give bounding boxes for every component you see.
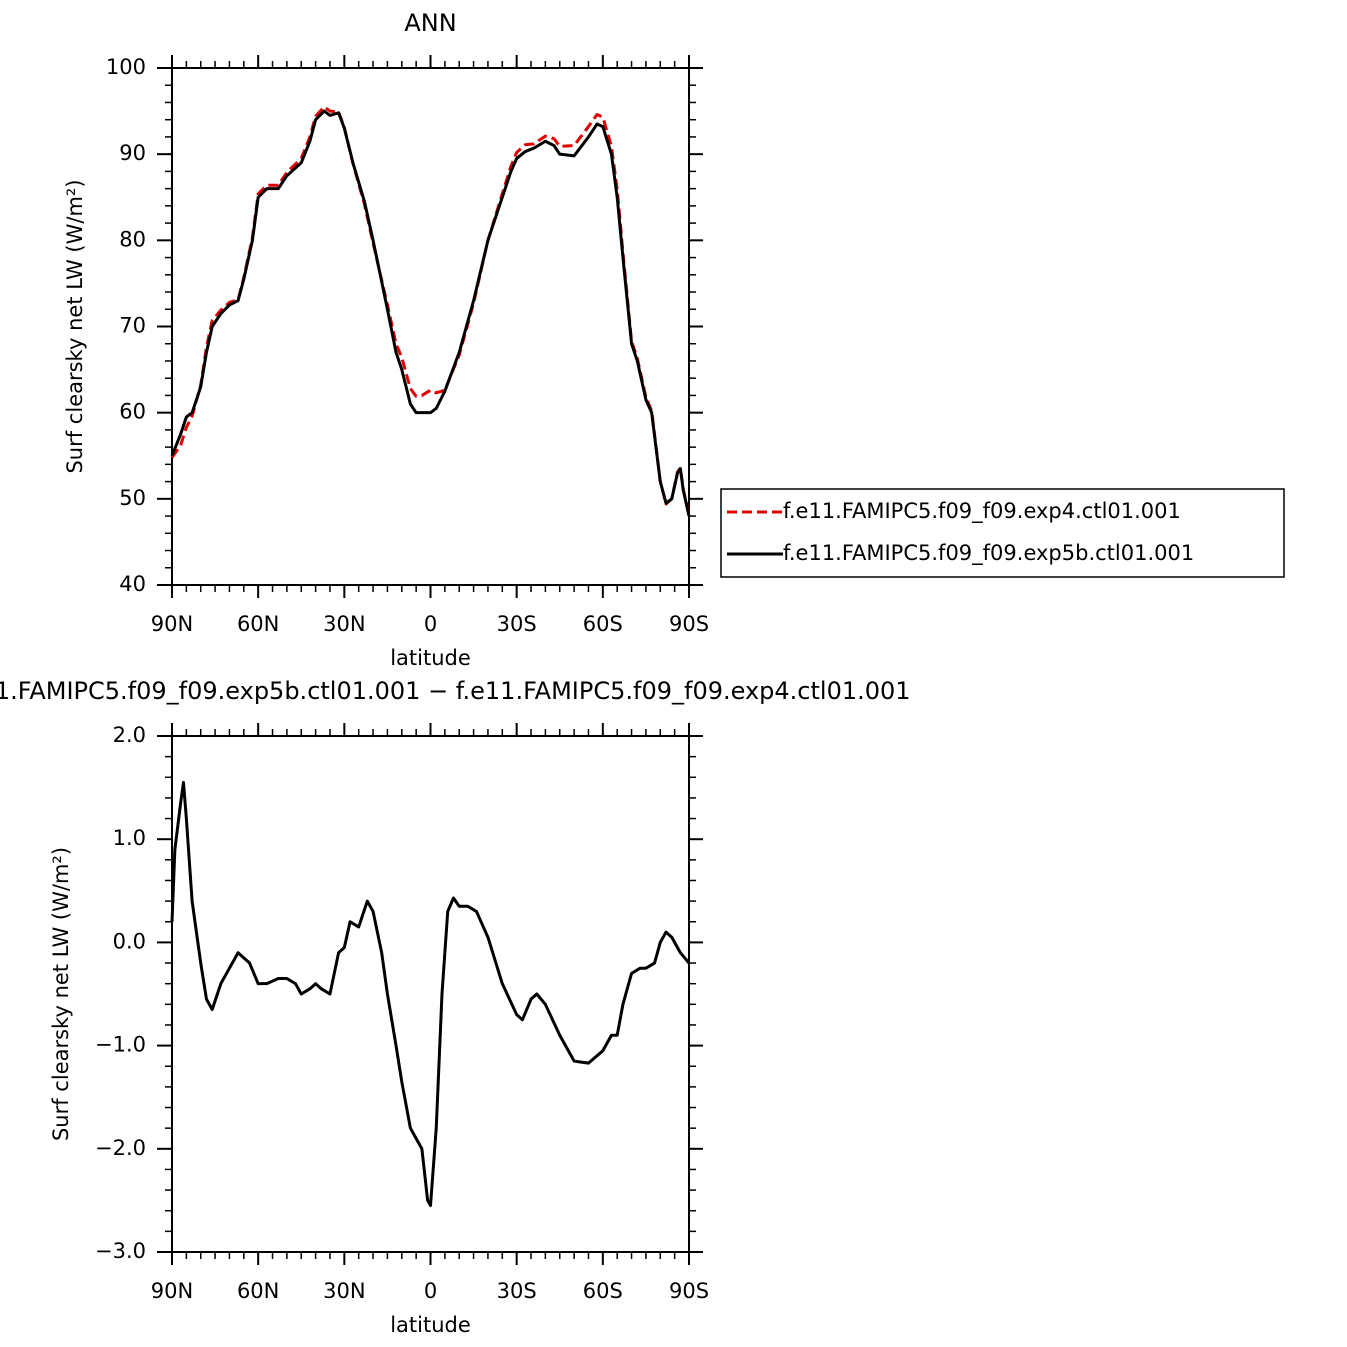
y-tick-label: 1.0: [113, 826, 146, 850]
x-tick-label: 90S: [669, 1279, 709, 1303]
data-line: [170, 780, 691, 1208]
x-tick-label: 60N: [237, 1279, 279, 1303]
y-tick-label: 80: [119, 227, 146, 251]
x-tick-label: 60S: [583, 612, 623, 636]
chart-title: f.e11.FAMIPC5.f09_f09.exp5b.ctl01.001 − …: [0, 677, 911, 705]
y-tick-label: −3.0: [95, 1239, 146, 1263]
x-tick-label: 60N: [237, 612, 279, 636]
x-tick-label: 30S: [497, 612, 537, 636]
legend-box: [720, 488, 1285, 578]
y-tick-label: 90: [119, 141, 146, 165]
y-tick-label: 2.0: [113, 723, 146, 747]
x-tick-label: 30S: [497, 1279, 537, 1303]
y-tick-label: 100: [106, 55, 146, 79]
chart-title: ANN: [404, 9, 456, 37]
x-tick-label: 30N: [323, 612, 365, 636]
x-axis-label: latitude: [390, 1313, 471, 1337]
x-tick-label: 30N: [323, 1279, 365, 1303]
y-tick-label: −1.0: [95, 1033, 146, 1057]
x-tick-label: 90N: [151, 612, 193, 636]
y-tick-label: 50: [119, 486, 146, 510]
x-axis-label: latitude: [390, 646, 471, 670]
x-tick-label: 90N: [151, 1279, 193, 1303]
y-axis-label: Surf clearsky net LW (W/m²): [63, 179, 87, 473]
legend-label: f.e11.FAMIPC5.f09_f09.exp5b.ctl01.001: [783, 541, 1194, 566]
x-tick-label: 0: [424, 612, 437, 636]
x-tick-label: 0: [424, 1279, 437, 1303]
y-tick-label: 40: [119, 572, 146, 596]
legend-label: f.e11.FAMIPC5.f09_f09.exp4.ctl01.001: [783, 499, 1181, 524]
data-line: [170, 105, 691, 515]
y-axis-label: Surf clearsky net LW (W/m²): [49, 847, 73, 1141]
y-tick-label: 0.0: [113, 929, 146, 953]
y-tick-label: −2.0: [95, 1136, 146, 1160]
y-tick-label: 70: [119, 314, 146, 338]
x-tick-label: 90S: [669, 612, 709, 636]
x-tick-label: 60S: [583, 1279, 623, 1303]
data-line: [170, 109, 691, 517]
y-tick-label: 60: [119, 400, 146, 424]
plot-frame: [171, 735, 690, 1253]
plot-frame: [171, 67, 690, 586]
